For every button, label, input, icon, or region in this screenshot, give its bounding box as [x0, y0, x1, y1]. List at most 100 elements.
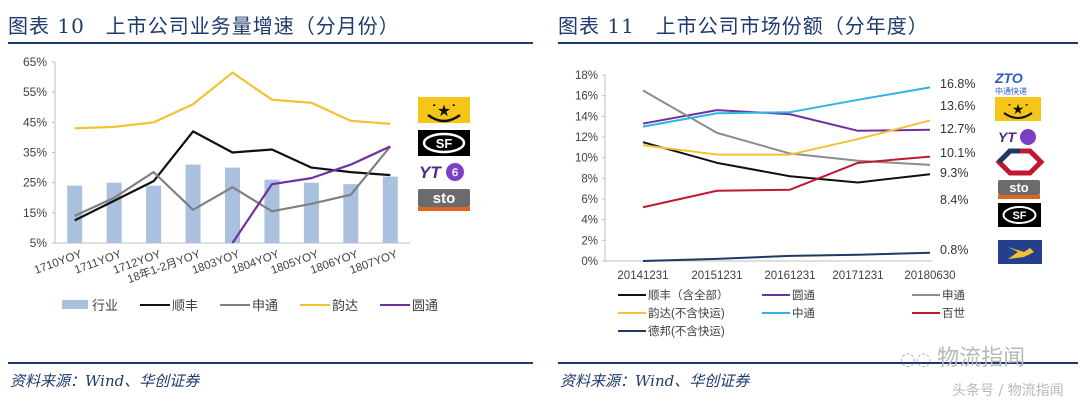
legend-swatch: [62, 300, 88, 309]
legend-label: 申通: [942, 289, 965, 302]
y-tick-label: 6%: [581, 194, 598, 206]
right-source: 资料来源：Wind、华创证券: [560, 372, 750, 390]
end-value-label: 0.8%: [940, 243, 969, 257]
left-panel: 图表 10 上市公司业务量增速（分月份） 5% 15% 25% 35% 45% 55% 65…: [8, 14, 533, 390]
svg-text:中通快递: 中通快递: [995, 86, 1027, 96]
left-source-rule: [8, 362, 533, 364]
svg-text:˙★˙: ˙★˙: [432, 103, 457, 120]
x-tick-label: 20171231: [832, 270, 883, 282]
svg-text:YT: YT: [998, 129, 1017, 145]
legend-label: 韵达(不含快运): [648, 306, 725, 320]
wechat-icon: ◌◌: [900, 349, 938, 370]
end-value-label: 13.6%: [940, 99, 975, 113]
left-chart: 5%15%25%35%45%55%65%1710YOY1711YOY1712YO…: [23, 55, 470, 313]
series-line: [642, 86, 931, 128]
svg-text:YT: YT: [419, 163, 442, 182]
legend-label: 德邦(不含快运): [648, 324, 725, 338]
x-tick-label: 20151231: [691, 270, 742, 282]
watermark-brand-text: 物流指闻: [937, 346, 1026, 371]
legend-label: 圆通: [412, 298, 438, 313]
end-value-label: 10.1%: [940, 146, 975, 160]
watermark-sub: 头条号 / 物流指闻: [952, 383, 1064, 399]
bar: [185, 164, 201, 243]
y-tick-label: 25%: [23, 176, 47, 190]
right-chart-title: 图表 11 上市公司市场份额（分年度）: [558, 14, 929, 38]
bar: [303, 182, 319, 243]
legend-label: 申通: [252, 298, 278, 313]
svg-text:sto: sto: [1009, 180, 1029, 195]
y-tick-label: 0%: [581, 256, 598, 268]
svg-text:ZTO: ZTO: [994, 70, 1023, 86]
svg-text:˙★˙: ˙★˙: [1007, 101, 1029, 117]
bar: [382, 176, 398, 243]
watermark-brand: ◌◌ 物流指闻: [900, 340, 1025, 372]
left-title-rule: [8, 42, 533, 44]
series-line: [74, 130, 391, 222]
legend-label: 顺丰（含全部）: [648, 288, 729, 302]
svg-text:SF: SF: [436, 136, 453, 151]
best-express-logo: [995, 148, 1045, 176]
bar: [343, 184, 359, 243]
svg-text:６: ６: [450, 167, 460, 179]
y-tick-label: 14%: [575, 111, 598, 123]
svg-text:sto: sto: [433, 190, 456, 207]
right-panel: 图表 11 上市公司市场份额（分年度） 0% 2% 4% 6% 8% 10% 12% 14% 1…: [540, 0, 1080, 406]
svg-text:SF: SF: [1012, 210, 1026, 222]
series-line: [642, 155, 931, 209]
y-tick-label: 35%: [23, 146, 47, 160]
y-tick-label: 10%: [575, 153, 598, 165]
series-line: [642, 89, 931, 166]
yunda-logo: ˙★˙: [995, 97, 1041, 121]
y-tick-label: 16%: [575, 91, 598, 103]
bar: [225, 167, 240, 243]
left-source: 资料来源：Wind、华创证券: [10, 372, 200, 390]
yto-logo: YT ６: [419, 163, 464, 182]
yto-logo: YT: [998, 129, 1036, 145]
legend-label: 圆通: [792, 289, 815, 302]
y-tick-label: 55%: [23, 85, 47, 99]
y-tick-label: 45%: [23, 115, 47, 129]
series-line: [231, 145, 391, 244]
series-line: [642, 251, 931, 262]
series-line: [74, 145, 392, 217]
yunda-logo: [418, 97, 470, 123]
deppon-logo: [998, 240, 1042, 264]
x-tick-label: 20180630: [904, 270, 955, 282]
bar: [106, 182, 122, 243]
legend-label: 韵达: [332, 298, 358, 313]
end-value-label: 9.3%: [940, 166, 969, 180]
y-tick-label: 65%: [23, 55, 47, 69]
end-value-label: 12.7%: [940, 122, 975, 136]
legend-label: 百世: [942, 307, 965, 320]
y-tick-label: 5%: [30, 236, 48, 250]
y-tick-label: 12%: [575, 132, 598, 144]
right-chart: 0% 2% 4% 6% 8% 10% 12% 14% 16% 18% 20141231 2015123…: [575, 70, 1045, 338]
y-tick-label: 4%: [581, 215, 598, 227]
y-tick-label: 8%: [581, 173, 598, 185]
bar: [146, 185, 162, 243]
right-source-rule: [558, 362, 1078, 364]
legend-label: 顺丰: [172, 298, 198, 313]
end-value-label: 16.8%: [940, 77, 975, 91]
legend-label: 行业: [92, 298, 118, 313]
series-line: [642, 141, 931, 184]
sf-express-logo: SF: [998, 203, 1041, 227]
end-value-label: 8.4%: [940, 193, 969, 207]
series-line: [642, 109, 931, 132]
right-title-rule: [558, 42, 1078, 44]
sto-logo: sto: [998, 180, 1040, 199]
legend-label: 中通: [792, 307, 815, 320]
y-tick-label: 15%: [23, 206, 47, 220]
x-tick-label: 20141231: [617, 270, 668, 282]
x-tick-label: 20161231: [764, 270, 815, 282]
left-chart-title: 图表 10 上市公司业务量增速（分月份）: [8, 14, 400, 38]
y-tick-label: 18%: [575, 70, 598, 82]
series-line: [642, 119, 931, 156]
series-line: [74, 71, 391, 130]
left-logos: ˙★˙ SF YT ６ sto: [418, 97, 470, 211]
sto-logo: sto: [418, 189, 470, 211]
y-tick-label: 2%: [581, 235, 598, 247]
bar: [67, 185, 83, 243]
